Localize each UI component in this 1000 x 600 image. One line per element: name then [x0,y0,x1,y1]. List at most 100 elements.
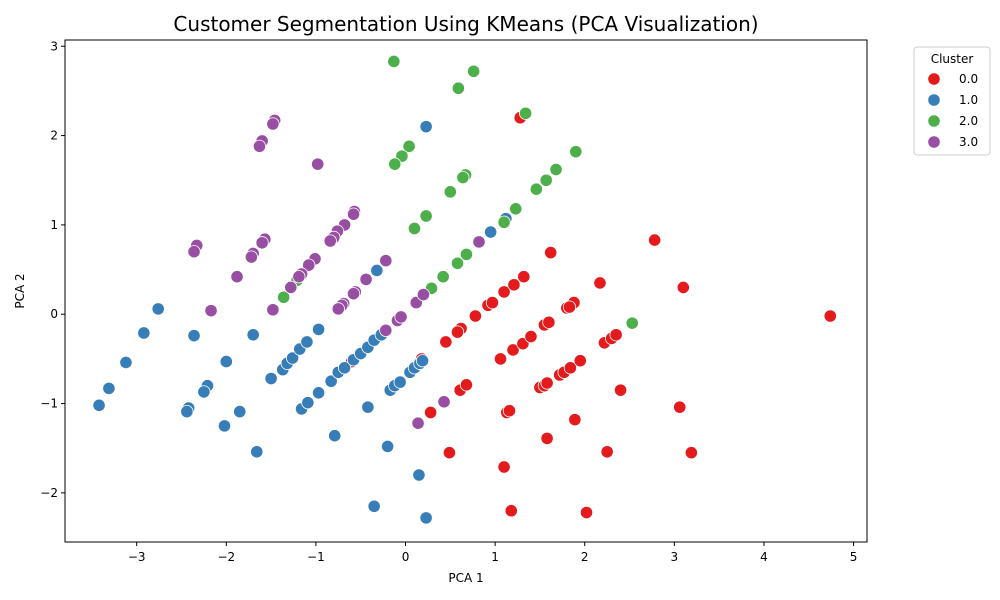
x-tick-label: 4 [760,550,768,564]
data-point-cluster-2-0 [388,157,402,171]
data-point-cluster-1-0 [324,374,338,388]
y-tick-label: 3 [50,39,58,53]
plot-frame [64,39,868,543]
data-point-cluster-2-0 [569,145,583,159]
data-point-cluster-1-0 [412,468,426,482]
data-point-cluster-1-0 [250,445,264,459]
data-point-cluster-0-0 [506,343,520,357]
data-point-cluster-3-0 [411,416,425,430]
data-point-cluster-1-0 [102,381,116,395]
x-tick-label: −2 [217,550,235,564]
x-axis: −3 −2 −1 0 1 2 3 4 5 [128,542,857,564]
data-point-cluster-3-0 [331,302,345,316]
data-point-cluster-1-0 [415,354,430,368]
data-point-cluster-2-0 [402,139,416,153]
data-point-cluster-3-0 [394,310,408,324]
data-point-cluster-3-0 [379,254,393,268]
data-point-cluster-0-0 [442,446,457,460]
data-point-cluster-3-0 [311,157,325,171]
data-point-cluster-0-0 [563,361,577,375]
data-point-cluster-0-0 [497,285,511,299]
data-point-cluster-3-0 [292,270,306,284]
chart-title: Customer Segmentation Using KMeans (PCA … [173,12,758,36]
legend-label: 3.0 [959,135,978,149]
data-point-cluster-1-0 [337,361,352,375]
data-point-cluster-1-0 [419,511,433,525]
data-point-cluster-0-0 [568,413,582,427]
data-point-cluster-2-0 [509,202,523,216]
data-point-cluster-0-0 [542,315,556,329]
data-point-cluster-0-0 [684,446,698,460]
data-point-cluster-1-0 [197,385,211,399]
data-point-cluster-1-0 [286,351,300,365]
data-point-cluster-0-0 [524,329,538,344]
data-point-cluster-0-0 [673,400,687,414]
data-point-cluster-0-0 [468,309,483,323]
data-point-cluster-3-0 [266,117,280,131]
legend-title: Cluster [931,52,974,66]
data-point-cluster-2-0 [529,182,543,196]
y-tick-label: −1 [40,397,58,411]
data-point-cluster-0-0 [450,325,465,339]
data-point-cluster-3-0 [187,245,201,259]
data-point-cluster-2-0 [407,221,422,236]
data-point-cluster-2-0 [549,162,563,177]
data-point-cluster-0-0 [424,405,438,420]
data-point-cluster-2-0 [450,256,465,270]
data-point-cluster-1-0 [380,439,395,454]
legend-marker [927,72,941,86]
data-point-cluster-3-0 [379,323,393,337]
y-tick-label: 0 [50,307,58,321]
legend-items: 0.0 1.0 2.0 3.0 [927,72,978,149]
data-point-cluster-0-0 [600,445,614,459]
data-point-cluster-0-0 [609,328,623,342]
data-point-cluster-3-0 [255,236,269,250]
data-point-cluster-3-0 [252,139,267,153]
data-point-cluster-2-0 [497,215,511,229]
data-point-cluster-0-0 [493,352,508,366]
legend-label: 2.0 [959,114,978,128]
data-point-cluster-2-0 [451,81,465,95]
x-tick-label: 1 [491,550,499,564]
legend-marker [927,93,941,107]
data-point-cluster-0-0 [504,504,518,518]
data-point-cluster-1-0 [393,375,407,389]
data-point-cluster-1-0 [311,386,326,400]
data-point-cluster-1-0 [137,326,151,340]
data-point-cluster-1-0 [217,419,232,433]
y-axis-label: PCA 2 [13,273,27,308]
data-point-cluster-3-0 [416,287,431,302]
data-point-cluster-0-0 [593,276,607,290]
data-point-cluster-0-0 [573,354,587,368]
legend-marker [927,135,941,149]
data-point-cluster-1-0 [219,354,233,369]
data-point-cluster-1-0 [311,322,326,337]
data-point-cluster-0-0 [497,460,511,474]
data-point-cluster-1-0 [419,120,433,134]
data-point-cluster-1-0 [151,302,165,316]
legend: Cluster 0.0 1.0 2.0 3.0 [913,46,991,156]
data-point-cluster-3-0 [302,258,316,272]
data-point-cluster-3-0 [244,250,258,264]
data-point-cluster-0-0 [517,270,531,284]
data-point-cluster-3-0 [230,270,244,284]
data-point-cluster-0-0 [507,278,521,292]
y-tick-label: 2 [50,129,58,143]
data-point-cluster-2-0 [443,185,457,199]
data-point-cluster-0-0 [459,378,474,392]
data-point-cluster-2-0 [518,106,533,120]
data-point-cluster-1-0 [264,371,278,386]
y-tick-label: −2 [40,486,58,500]
data-point-cluster-1-0 [300,335,314,349]
data-point-cluster-2-0 [625,316,639,330]
data-point-cluster-0-0 [439,335,453,349]
data-point-cluster-1-0 [246,328,260,342]
x-tick-label: 3 [671,550,679,564]
legend-label: 1.0 [959,93,978,107]
data-point-cluster-2-0 [436,270,450,284]
x-tick-label: −1 [307,550,325,564]
data-point-cluster-2-0 [539,173,553,187]
data-point-cluster-0-0 [485,296,500,310]
legend-label: 0.0 [959,72,978,86]
